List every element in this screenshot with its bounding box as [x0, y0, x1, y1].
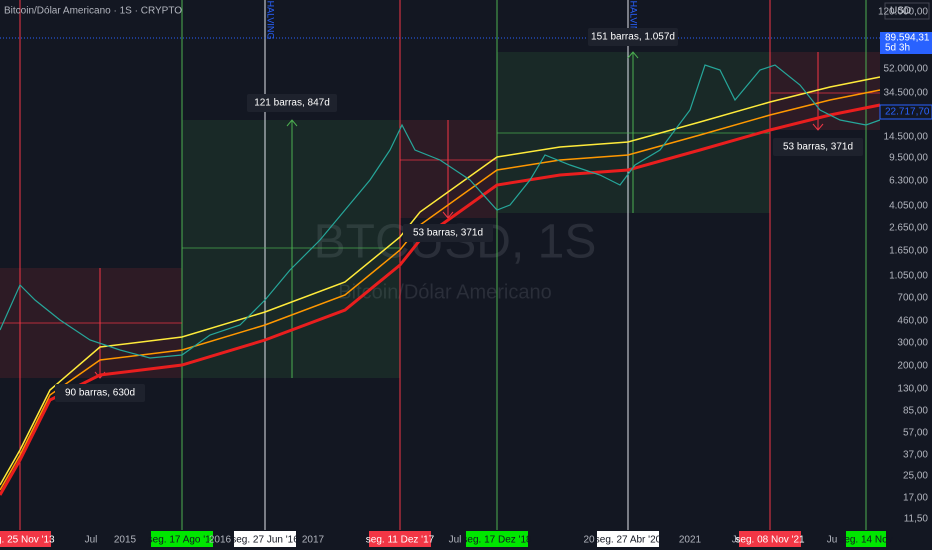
price-tick-label: 200,00 — [897, 361, 928, 372]
measure-label: 121 barras, 847d — [254, 98, 330, 109]
price-tick-label: 25,00 — [903, 471, 928, 482]
price-tag — [880, 32, 932, 54]
time-tag — [369, 531, 431, 547]
price-tick-label: 4.050,00 — [889, 201, 928, 212]
measure-label-bg — [403, 224, 493, 242]
level-tag-text: 22.717,70 — [885, 107, 930, 118]
time-tag — [151, 531, 213, 547]
time-tag — [739, 531, 801, 547]
time-tick-label: 2017 — [302, 535, 325, 546]
price-tick-label: 57,00 — [903, 428, 928, 439]
level-tag — [879, 104, 932, 120]
measure-label-bg — [588, 28, 678, 46]
time-tick-label: 2016 — [209, 535, 232, 546]
price-tick-label: 700,00 — [897, 293, 928, 304]
measure-box — [770, 52, 880, 130]
axes: 120.000,00 52.000,00 34.500,00 14.500,00 9.5… — [0, 7, 932, 547]
price-tick-label: 1.050,00 — [889, 271, 928, 282]
plot: HALVING HALVING 90 barras, 630d 121 barras,… — [0, 0, 881, 530]
price-tick-label: 2.650,00 — [889, 223, 928, 234]
price-tag-countdown: 5d 3h — [885, 43, 910, 54]
price-tick-label: 52.000,00 — [884, 64, 929, 75]
arrow-head — [286, 119, 298, 127]
price-tick-label: 85,00 — [903, 406, 928, 417]
time-tick-label: seg. 17 Ago '15 — [148, 535, 217, 546]
measure-label-bg — [247, 94, 337, 112]
time-tag — [234, 531, 296, 547]
measure-label-bg — [55, 384, 145, 402]
currency: USD — [890, 6, 911, 17]
price-tick-label: 34.500,00 — [884, 88, 929, 99]
time-tick-label: seg. 08 Nov '21 — [735, 535, 805, 546]
price-tick-label: 11,50 — [904, 514, 929, 525]
time-tag — [0, 531, 51, 547]
price-tick-label: 6.300,00 — [889, 176, 928, 187]
time-tick-label: 2015 — [114, 535, 137, 546]
price-line — [0, 64, 881, 359]
arrow-head — [812, 123, 824, 131]
time-tick-label: Jul — [449, 535, 462, 546]
time-tick-label: Ju — [827, 535, 838, 546]
time-tick-label: 20 — [583, 535, 595, 546]
price-tag-last: 89.594,31 — [885, 33, 930, 44]
time-tick-label: 2021 — [679, 535, 702, 546]
time-tick-label: seg. 27 Abr '20 — [595, 535, 662, 546]
time-tick-label: seg. 11 Dez '17 — [366, 535, 435, 546]
time-tick-label: seg. 27 Jun '16 — [231, 535, 299, 546]
price-tick-label: 9.500,00 — [889, 153, 928, 164]
currency-button[interactable] — [884, 2, 930, 20]
arrow-head — [627, 51, 639, 59]
price-tick-label: 37,00 — [903, 450, 928, 461]
measure-box — [182, 120, 400, 378]
time-tick-label: Ju — [732, 535, 743, 546]
price-tick-label: 1.650,00 — [889, 246, 928, 257]
price-axis — [880, 0, 932, 530]
price-tick-label: 460,00 — [897, 316, 928, 327]
price-tick-label: 120.000,00 — [878, 7, 928, 18]
measure-label: 53 barras, 371d — [413, 228, 483, 239]
time-tag — [597, 531, 659, 547]
time-tag — [466, 531, 528, 547]
halving-label: HALVING — [629, 1, 639, 40]
time-tick-label: seg. 14 Nov — [839, 535, 892, 546]
watermark-name: Bitcoin/Dólar Americano — [338, 281, 551, 303]
time-tick-label: Jul — [85, 535, 98, 546]
measure-label: 90 barras, 630d — [65, 388, 135, 399]
arrow-head — [442, 211, 454, 219]
price-tick-label: 17,00 — [903, 493, 928, 504]
time-tick-label: seg. 17 Dez '18 — [462, 535, 532, 546]
measure-label-bg — [773, 138, 863, 156]
chart-title: Bitcoin/Dólar Americano · 1S · CRYPTO — [4, 6, 182, 17]
price-tick-label: 14.500,00 — [884, 132, 929, 143]
time-tick-label: seg. 25 Nov '13 — [0, 535, 55, 546]
measure-label: 151 barras, 1.057d — [591, 32, 675, 43]
measure-label: 53 barras, 371d — [783, 142, 853, 153]
price-tick-label: 130,00 — [897, 384, 928, 395]
halving-label: HALVING — [266, 1, 276, 40]
time-tag — [846, 531, 886, 547]
price-tick-label: 300,00 — [897, 338, 928, 349]
